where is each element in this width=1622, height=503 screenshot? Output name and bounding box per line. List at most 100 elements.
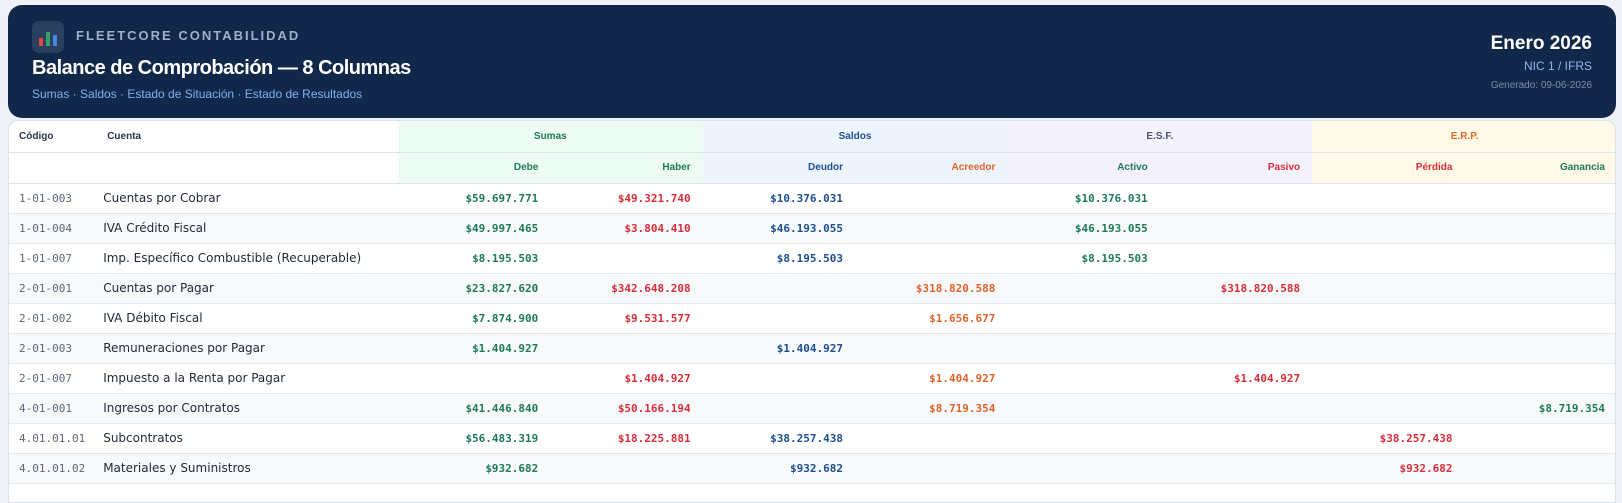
cell-haber: $49.321.740 — [550, 183, 703, 214]
account-code: 4.01.01.01 — [9, 423, 98, 454]
cell-debe: $56.483.319 — [397, 423, 551, 454]
table-row[interactable]: 1-01-004 IVA Crédito Fiscal $49.997.465 … — [9, 213, 1615, 244]
cell-activo: $10.376.031 — [1007, 183, 1160, 214]
cell-activo — [1007, 333, 1160, 364]
cell-perdida — [1312, 393, 1465, 424]
cell-haber: $342.648.208 — [550, 273, 703, 304]
account-name: Imp. Específico Combustible (Recuperable… — [97, 243, 398, 274]
cell-deudor: $46.193.055 — [702, 213, 856, 244]
cell-acreedor — [855, 243, 1008, 274]
cell-perdida — [1312, 363, 1465, 394]
cell-deudor — [702, 273, 856, 304]
account-name: IVA Crédito Fiscal — [97, 213, 398, 244]
cell-ganancia: $8.719.354 — [1464, 393, 1615, 424]
cell-haber: $9.531.577 — [550, 303, 703, 334]
col-header-deudor[interactable]: Deudor — [702, 152, 856, 184]
col-header-haber[interactable]: Haber — [550, 152, 703, 184]
table-row[interactable]: 2-01-007 Impuesto a la Renta por Pagar $… — [9, 363, 1615, 394]
brand-name: FLEETCORE CONTABILIDAD — [76, 28, 301, 43]
cell-haber — [550, 333, 703, 364]
cell-debe: $932.682 — [397, 453, 551, 484]
bar-chart-icon — [32, 21, 64, 53]
account-code: 2-01-002 — [9, 303, 98, 334]
cell-debe: $23.827.620 — [397, 273, 551, 304]
accounting-norm: NIC 1 / IFRS — [1523, 59, 1592, 73]
col-header-acreedor[interactable]: Acreedor — [855, 152, 1008, 184]
cell-debe — [397, 363, 551, 394]
cell-deudor: $10.376.031 — [702, 183, 856, 214]
account-code: 4.01.01.02 — [9, 453, 98, 484]
col-header-activo[interactable]: Activo — [1007, 152, 1160, 184]
page-subtitle: Sumas · Saldos · Estado de Situación · E… — [32, 87, 363, 101]
cell-ganancia — [1464, 363, 1615, 394]
cell-perdida — [1312, 303, 1465, 334]
cell-haber: $18.225.881 — [550, 423, 703, 454]
cell-acreedor: $8.719.354 — [855, 393, 1008, 424]
group-header-row: Código Cuenta Sumas Saldos E.S.F. E.R.P. — [9, 121, 1615, 153]
account-name: Materiales y Suministros — [97, 453, 398, 484]
cell-debe: $49.997.465 — [397, 213, 551, 244]
cell-haber — [550, 243, 703, 274]
cell-ganancia — [1464, 423, 1615, 454]
cell-pasivo — [1159, 333, 1313, 364]
cell-deudor — [702, 303, 856, 334]
col-header-perdida[interactable]: Pérdida — [1312, 152, 1465, 184]
cell-acreedor — [855, 333, 1008, 364]
cell-ganancia — [1464, 183, 1615, 214]
cell-acreedor — [855, 453, 1008, 484]
col-header-debe[interactable]: Debe — [397, 152, 551, 184]
cell-activo — [1007, 423, 1160, 454]
cell-activo: $8.195.503 — [1007, 243, 1160, 274]
account-name: Ingresos por Contratos — [97, 393, 398, 424]
table-row[interactable]: 1-01-007 Imp. Específico Combustible (Re… — [9, 243, 1615, 274]
cell-deudor: $38.257.438 — [702, 423, 856, 454]
table-row[interactable]: 2-01-001 Cuentas por Pagar $23.827.620 $… — [9, 273, 1615, 304]
subcolumn-header-row: Debe Haber Deudor Acreedor Activo Pasivo… — [9, 152, 1615, 184]
col-header-blank — [97, 152, 398, 184]
table-row[interactable]: 1-01-003 Cuentas por Cobrar $59.697.771 … — [9, 183, 1615, 214]
cell-pasivo — [1159, 213, 1313, 244]
cell-debe: $59.697.771 — [397, 183, 551, 214]
account-code: 1-01-003 — [9, 183, 98, 214]
cell-debe: $8.195.503 — [397, 243, 551, 274]
table-row[interactable]: 4-01-001 Ingresos por Contratos $41.446.… — [9, 393, 1615, 424]
col-header-blank — [9, 152, 98, 184]
col-header-pasivo[interactable]: Pasivo — [1159, 152, 1313, 184]
cell-acreedor — [855, 183, 1008, 214]
col-header-account[interactable]: Cuenta — [97, 121, 398, 153]
cell-perdida — [1312, 183, 1465, 214]
col-header-code[interactable]: Código — [9, 121, 98, 153]
cell-perdida — [1312, 333, 1465, 364]
cell-pasivo: $1.404.927 — [1159, 363, 1313, 394]
cell-ganancia — [1464, 333, 1615, 364]
account-code: 2-01-007 — [9, 363, 98, 394]
cell-pasivo — [1159, 243, 1313, 274]
cell-pasivo: $318.820.588 — [1159, 273, 1313, 304]
cell-pasivo — [1159, 453, 1313, 484]
table-row[interactable]: 2-01-002 IVA Débito Fiscal $7.874.900 $9… — [9, 303, 1615, 334]
cell-perdida — [1312, 243, 1465, 274]
cell-pasivo — [1159, 393, 1313, 424]
cell-debe: $7.874.900 — [397, 303, 551, 334]
table-row[interactable]: 4.01.01.02 Materiales y Suministros $932… — [9, 453, 1615, 484]
cell-deudor: $8.195.503 — [702, 243, 856, 274]
cell-acreedor — [855, 213, 1008, 244]
cell-activo — [1007, 303, 1160, 334]
table-row[interactable]: 4.01.01.01 Subcontratos $56.483.319 $18.… — [9, 423, 1615, 454]
account-name: Impuesto a la Renta por Pagar — [97, 363, 398, 394]
cell-deudor — [702, 393, 856, 424]
cell-acreedor: $1.404.927 — [855, 363, 1008, 394]
cell-activo: $46.193.055 — [1007, 213, 1160, 244]
account-code: 2-01-001 — [9, 273, 98, 304]
table-row[interactable]: 2-01-003 Remuneraciones por Pagar $1.404… — [9, 333, 1615, 364]
generated-date: Generado: 09-06-2026 — [1490, 80, 1592, 91]
cell-haber: $1.404.927 — [550, 363, 703, 394]
account-code: 1-01-004 — [9, 213, 98, 244]
cell-ganancia — [1464, 273, 1615, 304]
cell-debe: $1.404.927 — [397, 333, 551, 364]
account-name: Subcontratos — [97, 423, 398, 454]
col-header-ganancia[interactable]: Ganancia — [1464, 152, 1615, 184]
account-name: Cuentas por Cobrar — [97, 183, 398, 214]
trial-balance-table: Código Cuenta Sumas Saldos E.S.F. E.R.P.… — [8, 120, 1616, 503]
